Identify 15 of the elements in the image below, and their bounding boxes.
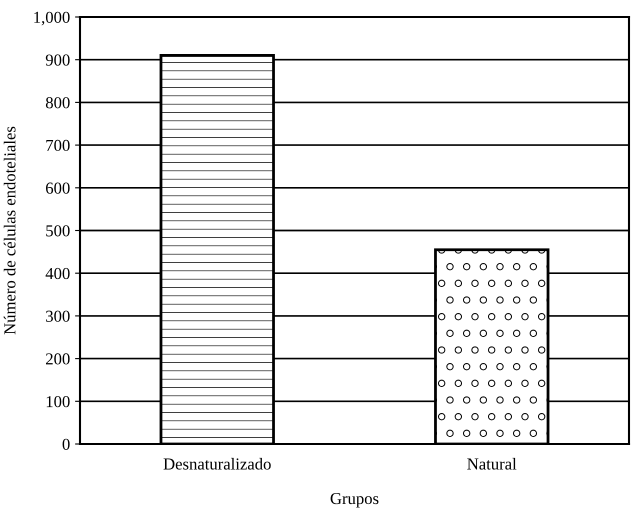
x-axis-title: Grupos [330,492,378,508]
y-tick-label: 100 [46,396,70,408]
y-axis-title: Número de células endoteliales [4,126,16,334]
y-tick-label: 1,000 [34,12,70,26]
y-tick-label: 800 [46,97,70,108]
y-tick-label: 600 [46,182,70,194]
y-tick-label: 700 [46,140,70,152]
x-tick-label: Natural [467,458,516,470]
y-tick-label: 200 [46,353,70,365]
y-tick-label: 400 [46,268,70,280]
x-tick-label: Desnaturalizado [164,458,271,470]
y-tick-label: 0 [62,438,70,450]
y-tick-label: 300 [46,310,70,322]
y-tick-label: 900 [46,54,70,66]
y-tick-label: 500 [46,225,70,236]
